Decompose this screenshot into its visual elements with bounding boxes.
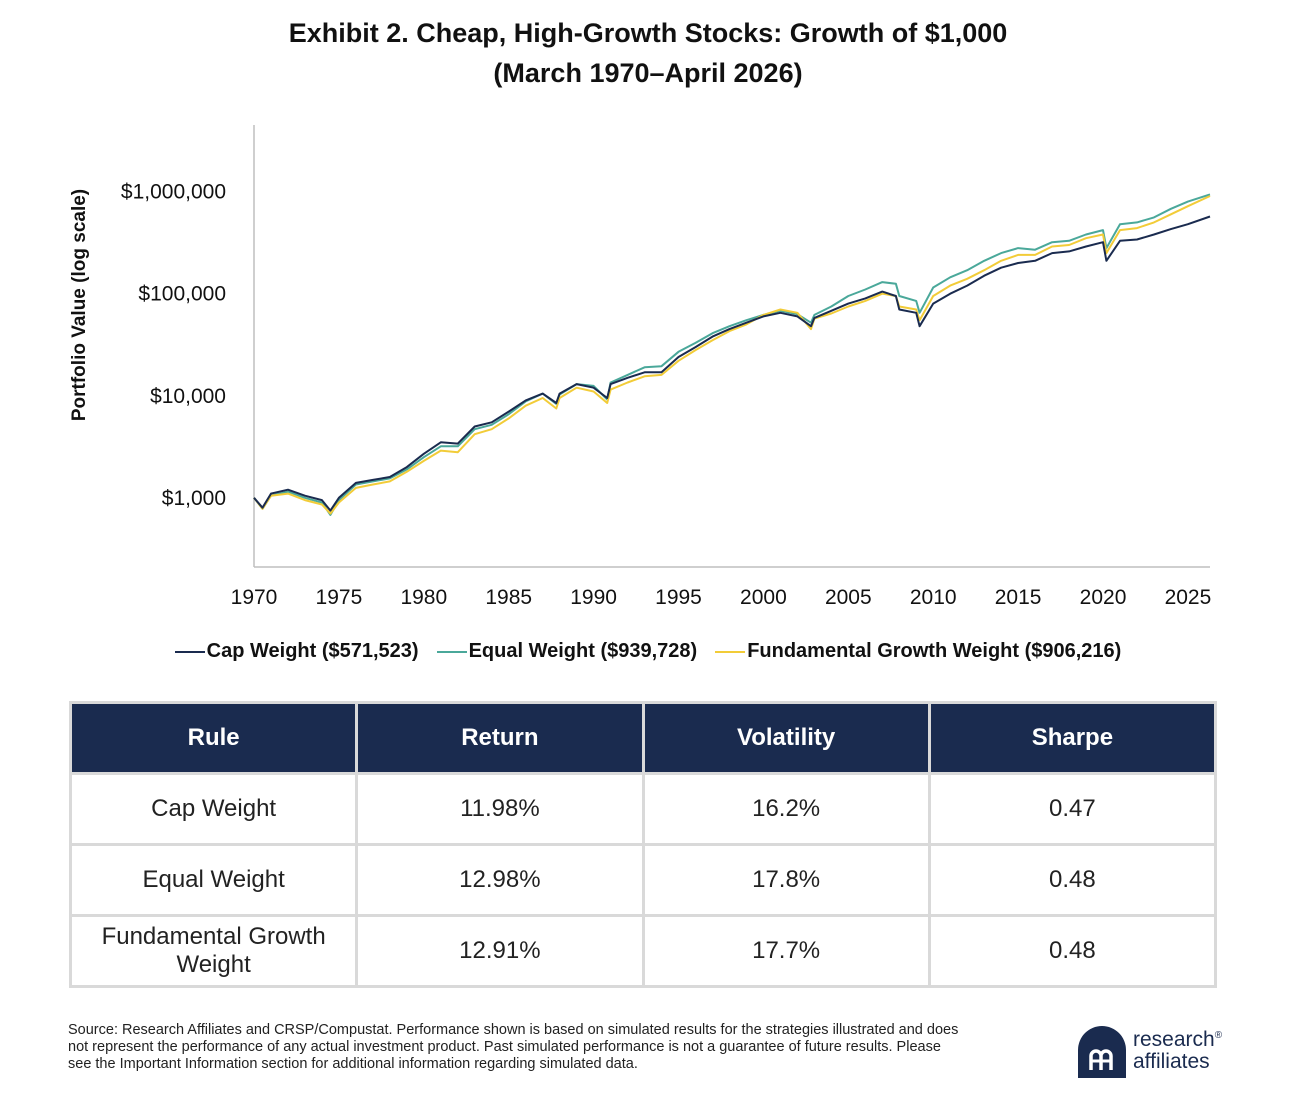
table-header-row: Rule Return Volatility Sharpe bbox=[68, 701, 1218, 775]
x-tick-label: 2025 bbox=[1165, 586, 1212, 609]
cell-return: 11.98% bbox=[355, 772, 645, 846]
legend-label-cap: Cap Weight ($571,523) bbox=[206, 640, 419, 662]
x-tick-label: 2020 bbox=[1080, 586, 1127, 609]
logo-text-line1: research® bbox=[1133, 1028, 1223, 1051]
x-tick-label: 1980 bbox=[400, 586, 447, 609]
series-line-equal-weight bbox=[253, 193, 1211, 516]
header-volatility: Volatility bbox=[641, 701, 931, 775]
y-tick-label: $1,000,000 bbox=[121, 181, 226, 204]
legend-swatch-equal bbox=[436, 650, 467, 653]
legend-item-cap: Cap Weight ($571,523) bbox=[174, 640, 419, 663]
x-tick-label: 1995 bbox=[655, 586, 702, 609]
chart-title-line1: Exhibit 2. Cheap, High-Growth Stocks: Gr… bbox=[288, 18, 1008, 48]
legend-label-fundamental: Fundamental Growth Weight ($906,216) bbox=[747, 640, 1122, 662]
cell-sharpe: 0.47 bbox=[927, 772, 1218, 846]
cell-volatility: 17.8% bbox=[641, 843, 931, 917]
x-tick-label: 2015 bbox=[995, 586, 1042, 609]
legend-swatch-fundamental bbox=[715, 650, 746, 653]
header-return: Return bbox=[355, 701, 645, 775]
chart-title-line2: (March 1970–April 2026) bbox=[493, 58, 803, 88]
legend-swatch-cap bbox=[174, 650, 205, 653]
series-line-fundamental-growth-weight bbox=[253, 195, 1211, 515]
y-tick-label: $1,000 bbox=[162, 487, 226, 510]
stats-table: Rule Return Volatility Sharpe Cap Weight… bbox=[68, 701, 1218, 988]
line-chart: $1,000 $10,000 $100,000 $1,000,000 1970 1975 1… bbox=[121, 125, 1212, 609]
x-tick-label: 1975 bbox=[316, 586, 363, 609]
x-tick-label: 1990 bbox=[570, 586, 617, 609]
cell-volatility: 17.7% bbox=[641, 914, 931, 988]
x-tick-label: 1970 bbox=[231, 586, 278, 609]
legend-item-fundamental: Fundamental Growth Weight ($906,216) bbox=[715, 640, 1121, 663]
source-note: Source: Research Affiliates and CRSP/Com… bbox=[68, 1022, 959, 1072]
legend: Cap Weight ($571,523) Equal Weight ($939… bbox=[0, 640, 1296, 663]
company-logo: research® affiliates bbox=[1078, 1022, 1228, 1082]
logo-text-line2: affiliates bbox=[1133, 1050, 1210, 1073]
y-tick-label: $10,000 bbox=[150, 385, 226, 408]
legend-item-equal: Equal Weight ($939,728) bbox=[436, 640, 698, 663]
cell-rule: Cap Weight bbox=[68, 772, 359, 846]
cell-volatility: 16.2% bbox=[641, 772, 931, 846]
cell-return: 12.98% bbox=[355, 843, 645, 917]
cell-return: 12.91% bbox=[355, 914, 645, 988]
table-row: Fundamental Growth Weight 12.91% 17.7% 0… bbox=[68, 914, 1218, 988]
x-tick-label: 1985 bbox=[485, 586, 532, 609]
logo-mark-icon bbox=[1078, 1026, 1126, 1078]
cell-sharpe: 0.48 bbox=[927, 914, 1218, 988]
legend-label-equal: Equal Weight ($939,728) bbox=[468, 640, 698, 662]
x-tick-label: 2010 bbox=[910, 586, 957, 609]
x-tick-label: 2005 bbox=[825, 586, 872, 609]
table-row: Cap Weight 11.98% 16.2% 0.47 bbox=[68, 772, 1218, 846]
series-line-cap-weight bbox=[253, 215, 1211, 512]
header-sharpe: Sharpe bbox=[927, 701, 1218, 775]
table-row: Equal Weight 12.98% 17.8% 0.48 bbox=[68, 843, 1218, 917]
cell-rule: Fundamental Growth Weight bbox=[68, 914, 359, 988]
y-tick-label: $100,000 bbox=[138, 283, 226, 306]
cell-rule: Equal Weight bbox=[68, 843, 359, 917]
header-rule: Rule bbox=[68, 701, 359, 775]
cell-sharpe: 0.48 bbox=[927, 843, 1218, 917]
x-tick-label: 2000 bbox=[740, 586, 787, 609]
